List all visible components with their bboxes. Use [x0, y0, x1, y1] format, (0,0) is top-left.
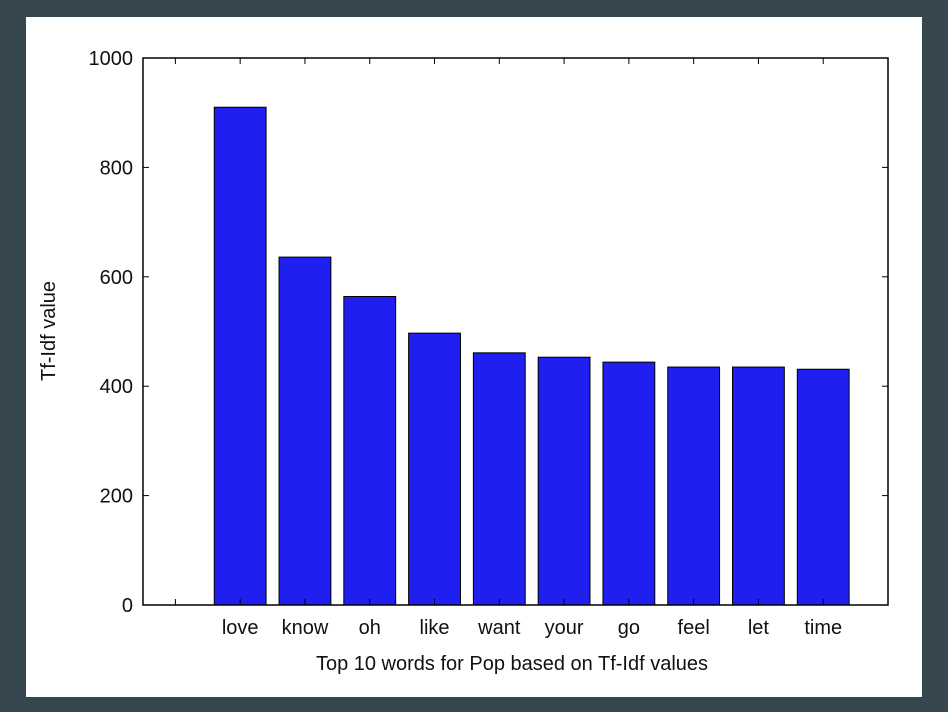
- bar-feel: [667, 366, 721, 606]
- x-tick-label-oh: oh: [359, 617, 381, 639]
- y-tick-label-400: 400: [100, 376, 133, 398]
- bars-layer: [213, 106, 850, 606]
- x-tick-label-feel: feel: [678, 617, 710, 639]
- bar-let: [732, 366, 785, 606]
- bar-love: [213, 106, 267, 606]
- bar-go: [602, 361, 656, 606]
- plot-area-frame: [142, 57, 889, 606]
- y-tick-label-800: 800: [100, 157, 133, 179]
- bar-time: [796, 368, 850, 606]
- x-tick-label-time: time: [804, 617, 842, 639]
- bar-like: [408, 332, 461, 606]
- bar-want: [472, 352, 526, 606]
- y-tick-label-200: 200: [100, 486, 133, 508]
- x-tick-label-want: want: [477, 617, 521, 639]
- x-tick-label-your: your: [545, 617, 584, 639]
- bar-know: [278, 256, 332, 606]
- x-tick-label-let: let: [748, 617, 770, 639]
- x-tick-label-like: like: [420, 617, 450, 639]
- y-axis-label: Tf-Idf value: [38, 281, 60, 381]
- y-tick-label-600: 600: [100, 267, 133, 289]
- x-tick-label-go: go: [618, 617, 640, 639]
- y-tick-label-1000: 1000: [89, 48, 134, 70]
- bar-your: [537, 356, 591, 606]
- x-axis-label: Top 10 words for Pop based on Tf-Idf val…: [316, 653, 708, 675]
- bar-oh: [343, 295, 397, 606]
- x-tick-label-love: love: [222, 617, 259, 639]
- x-tick-labels: love know oh like want your go feel let time: [222, 617, 842, 639]
- ticks-layer: [143, 57, 888, 606]
- y-tick-label-0: 0: [122, 595, 133, 617]
- y-tick-labels: 0 200 400 600 800 1000: [89, 48, 134, 617]
- x-tick-label-know: know: [282, 617, 329, 639]
